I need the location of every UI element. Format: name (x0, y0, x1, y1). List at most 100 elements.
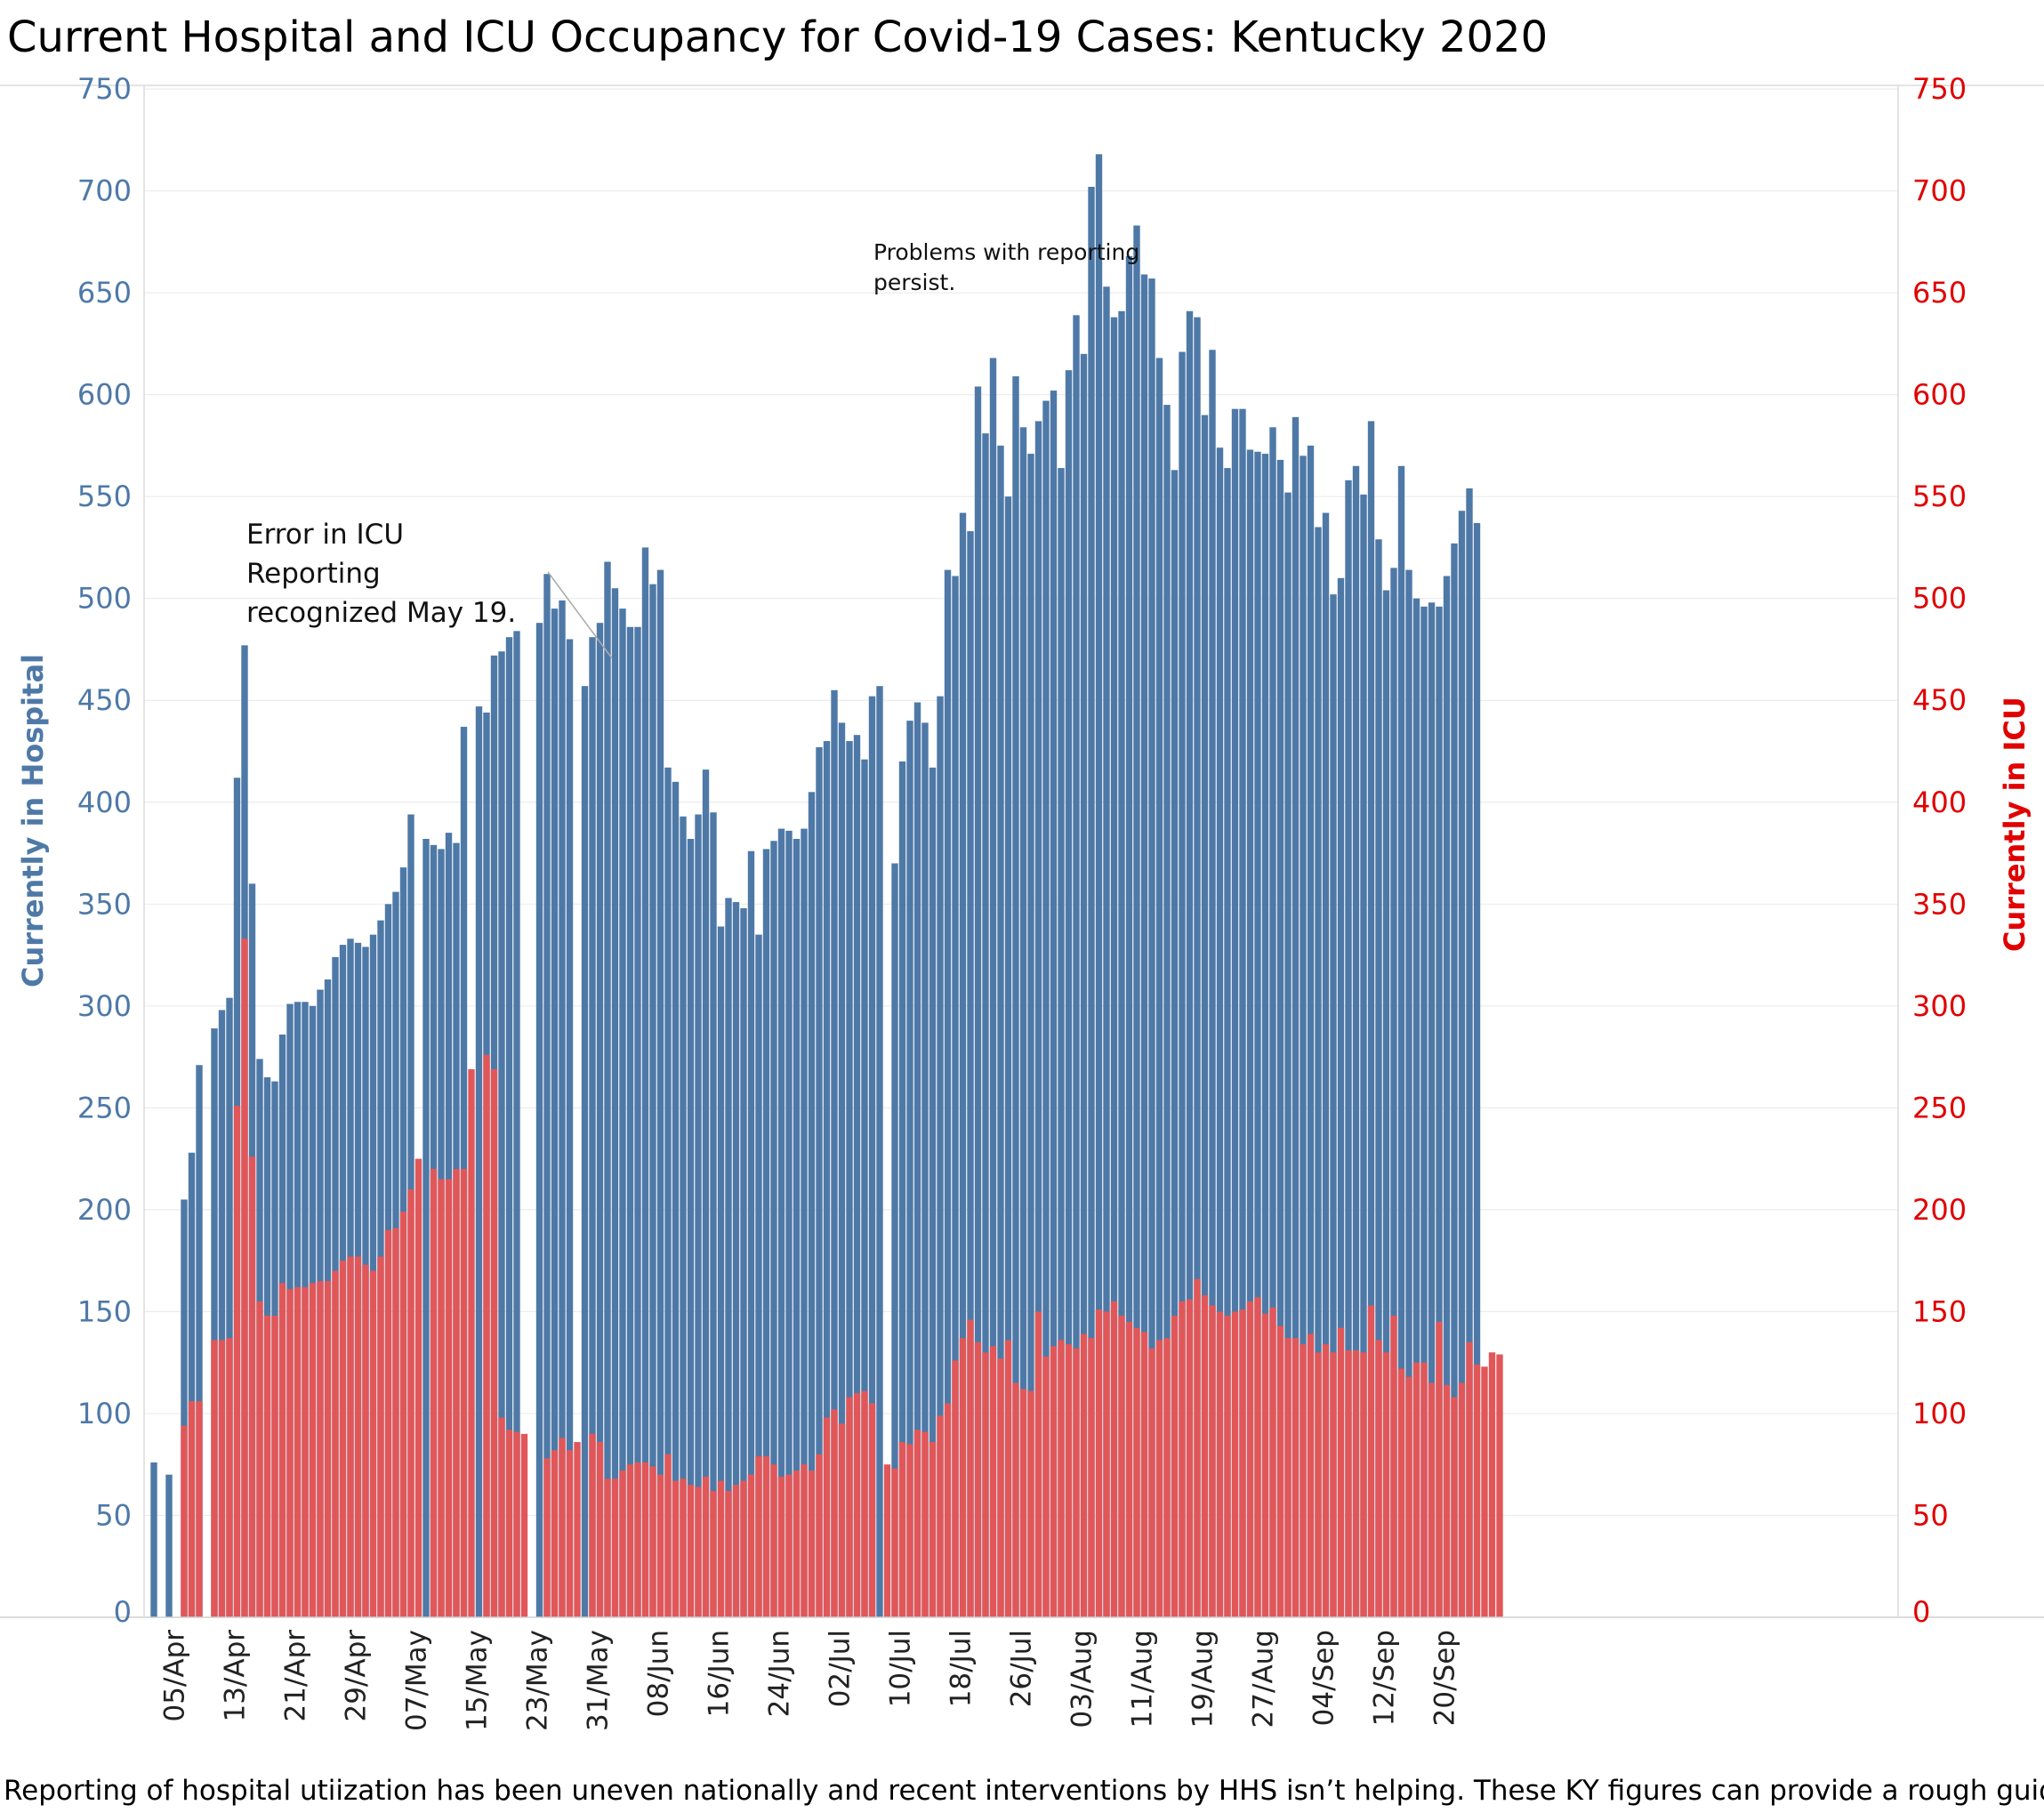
icu-bar (816, 1454, 823, 1617)
right-axis-title: Currently in ICU (1998, 697, 2032, 952)
icu-bar (1209, 1305, 1216, 1617)
icu-bar (324, 1281, 332, 1617)
annotation-pointer-line (547, 571, 613, 659)
left-axis-title: Currently in Hospital (16, 654, 50, 987)
icu-bar (656, 1474, 664, 1617)
right-y-axis-ticks: 0 50 100 150 200 250 300 350 400 450 500 550 600 650 7… (1912, 72, 1967, 1629)
hospital-bar (1330, 594, 1337, 1617)
icu-bar (1382, 1352, 1390, 1617)
icu-bar (1397, 1368, 1405, 1617)
icu-bar (559, 1438, 566, 1617)
right-tick-label: 200 (1912, 1193, 1967, 1227)
hospital-bar (196, 1065, 203, 1617)
left-tick-label: 50 (95, 1498, 132, 1532)
x-tick-label: 16/Jun (704, 1630, 736, 1717)
icu-bar (332, 1270, 339, 1617)
hospital-bar (1466, 488, 1473, 1617)
icu-bar (1216, 1311, 1224, 1617)
icu-bar (1088, 1338, 1095, 1617)
icu-bar (1125, 1321, 1133, 1617)
hospital-bar (695, 814, 702, 1617)
hospital-bar (1284, 492, 1292, 1617)
hospital-bar (770, 841, 777, 1617)
icu-bar (1201, 1295, 1209, 1617)
hospital-bar (1337, 577, 1345, 1617)
icu-error-line-3: recognized May 19. (246, 597, 516, 629)
hospital-bar (952, 576, 959, 1617)
hospital-bar (543, 574, 551, 1618)
icu-bar (1012, 1382, 1019, 1617)
right-tick-label: 100 (1912, 1397, 1967, 1430)
hospital-bar (687, 838, 695, 1617)
icu-bar (868, 1403, 876, 1617)
x-tick-label: 11/Aug (1127, 1630, 1159, 1728)
icu-bar (687, 1485, 695, 1617)
icu-bar (505, 1430, 513, 1617)
icu-bar (248, 1156, 256, 1617)
icu-bar (1276, 1326, 1284, 1617)
icu-bar (861, 1390, 868, 1617)
icu-bar (883, 1464, 891, 1617)
icu-bar (634, 1462, 641, 1617)
icu-bar (989, 1346, 997, 1617)
icu-bar (649, 1466, 656, 1617)
x-tick-label: 08/Jun (643, 1630, 675, 1717)
icu-bar (997, 1358, 1004, 1617)
right-tick-label: 500 (1912, 582, 1967, 616)
icu-bar (1073, 1348, 1080, 1617)
icu-error-line-1: Error in ICU (246, 519, 404, 551)
icu-bar (574, 1442, 581, 1617)
hospital-bar (831, 689, 838, 1617)
left-tick-label: 350 (77, 887, 132, 921)
icu-bar (619, 1471, 626, 1617)
icu-bar (1186, 1299, 1194, 1617)
icu-bar (278, 1283, 286, 1617)
icu-error-line-2: Reporting (246, 558, 381, 590)
hospital-bar (740, 907, 747, 1617)
hospital-bar (1103, 286, 1110, 1617)
icu-bar (725, 1490, 732, 1617)
hospital-bar (1110, 317, 1118, 1618)
icu-bar (906, 1444, 913, 1617)
hospital-bar (1322, 512, 1330, 1617)
right-tick-label: 300 (1912, 989, 1967, 1023)
icu-bar (808, 1471, 816, 1617)
x-tick-label: 23/May (522, 1630, 554, 1731)
x-tick-label: 02/Jul (825, 1630, 857, 1707)
hospital-bar (1163, 405, 1171, 1618)
icu-bars (181, 939, 1503, 1617)
hospital-bar (1254, 451, 1261, 1617)
icu-bar (982, 1352, 989, 1617)
right-tick-label: 150 (1912, 1294, 1967, 1328)
icu-bar (626, 1464, 634, 1617)
right-tick-label: 700 (1912, 174, 1967, 208)
hospital-bar (1367, 421, 1375, 1617)
hospital-bar (1201, 415, 1209, 1617)
hospital-bar (710, 812, 717, 1617)
hospital-bar (1095, 154, 1103, 1618)
hospital-bar (1246, 449, 1254, 1617)
chart-title: Current Hospital and ICU Occupancy for C… (7, 12, 1549, 62)
hospital-bar (801, 828, 808, 1617)
left-tick-label: 200 (77, 1193, 132, 1227)
hospital-bar (1405, 569, 1412, 1617)
hospital-bar (1186, 310, 1194, 1618)
hospital-bar (1118, 310, 1125, 1618)
icu-bar (823, 1417, 831, 1617)
hospital-bar (596, 623, 604, 1618)
left-tick-label: 150 (77, 1294, 132, 1328)
icu-bar (1428, 1382, 1436, 1617)
icu-bar (702, 1476, 710, 1617)
icu-bar (589, 1433, 596, 1617)
icu-bar (1420, 1362, 1428, 1617)
x-axis-ticks: 05/Apr 13/Apr 21/Apr 29/Apr 07/May 15/May 23/M… (159, 1630, 1461, 1731)
hospital-bar (1034, 421, 1042, 1617)
hospital-bar (1080, 353, 1088, 1618)
icu-bar (777, 1476, 785, 1617)
left-tick-label: 100 (77, 1397, 132, 1430)
icu-bar (1254, 1297, 1261, 1617)
hospital-bar (1436, 606, 1443, 1617)
hospital-bar (838, 722, 846, 1617)
hospital-bar (898, 761, 906, 1617)
x-tick-label: 18/Jul (946, 1630, 978, 1707)
